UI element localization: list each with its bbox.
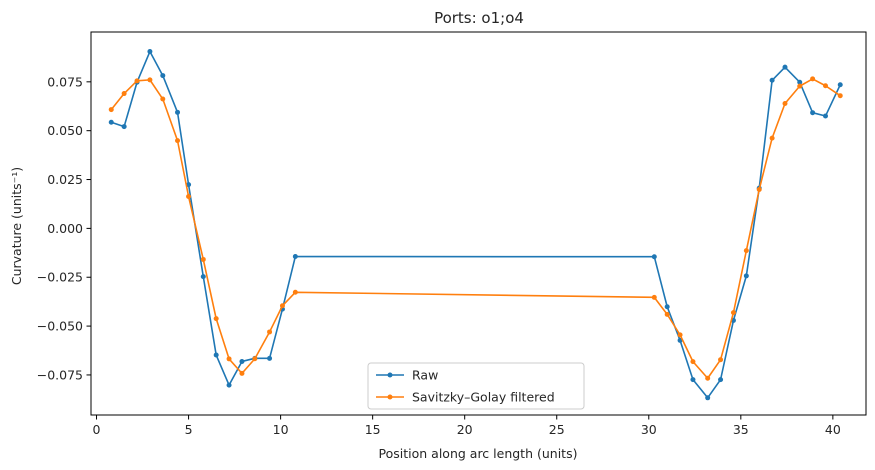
data-point <box>213 352 219 358</box>
legend-label: Raw <box>412 368 438 383</box>
x-tick-label: 5 <box>185 422 193 437</box>
data-point <box>810 76 816 82</box>
data-point <box>160 73 166 79</box>
data-point <box>718 377 724 383</box>
data-point <box>837 82 843 88</box>
x-tick-label: 35 <box>733 422 749 437</box>
series-filtered <box>108 76 843 381</box>
data-point <box>108 119 114 125</box>
data-point <box>186 182 192 188</box>
plot-area <box>108 49 843 401</box>
data-point <box>677 332 683 338</box>
data-point <box>823 83 829 89</box>
x-tick-label: 25 <box>549 422 565 437</box>
data-point <box>160 96 166 102</box>
data-point <box>292 289 298 295</box>
legend-box <box>367 362 585 410</box>
data-point <box>797 83 803 89</box>
data-point <box>147 77 153 83</box>
data-point <box>175 109 181 115</box>
data-point <box>782 64 788 70</box>
y-tick-label: 0.075 <box>47 74 83 89</box>
data-point <box>797 79 803 85</box>
data-point <box>705 395 711 401</box>
x-tick-label: 20 <box>457 422 473 437</box>
x-tick-label: 30 <box>641 422 657 437</box>
data-point <box>200 274 206 280</box>
data-point <box>200 256 206 262</box>
y-tick-label: 0.050 <box>47 123 83 138</box>
y-tick-label: −0.075 <box>37 367 83 382</box>
chart-title: Ports: o1;o4 <box>434 9 524 27</box>
x-tick-label: 10 <box>273 422 289 437</box>
y-tick-label: 0.025 <box>47 172 83 187</box>
data-point <box>267 355 273 361</box>
y-tick-label: 0.000 <box>47 221 83 236</box>
series-line <box>110 50 841 399</box>
data-point <box>810 110 816 116</box>
data-point <box>743 248 749 254</box>
legend-marker <box>387 372 393 378</box>
data-point <box>292 254 298 260</box>
data-point <box>213 316 219 322</box>
data-point <box>756 186 762 192</box>
data-point <box>226 356 232 362</box>
data-point <box>782 101 788 107</box>
data-point <box>147 49 153 55</box>
data-point <box>279 303 285 309</box>
data-point <box>121 91 127 97</box>
data-point <box>239 370 245 376</box>
data-point <box>252 356 258 362</box>
legend-item: Savitzky–Golay filtered <box>376 390 555 405</box>
data-point <box>769 77 775 83</box>
data-point <box>651 294 657 300</box>
legend-marker <box>387 394 393 400</box>
x-axis-label: Position along arc length (units) <box>379 446 578 461</box>
data-point <box>730 310 736 316</box>
data-point <box>823 113 829 119</box>
data-point <box>108 107 114 113</box>
data-point <box>175 138 181 144</box>
data-point <box>226 382 232 388</box>
legend-item: Raw <box>376 368 438 383</box>
data-point <box>267 329 273 335</box>
data-point <box>705 375 711 381</box>
data-point <box>121 124 127 130</box>
y-axis-label: Curvature (units⁻¹) <box>9 167 24 285</box>
data-point <box>690 359 696 365</box>
data-point <box>186 194 192 200</box>
legend: Raw Savitzky–Golay filtered <box>367 362 585 410</box>
x-tick-label: 0 <box>93 422 101 437</box>
data-point <box>664 304 670 310</box>
data-point <box>743 273 749 279</box>
y-tick-label: −0.050 <box>37 319 83 334</box>
x-tick-label: 15 <box>365 422 381 437</box>
x-tick-label: 40 <box>825 422 841 437</box>
legend-label: Savitzky–Golay filtered <box>412 390 555 405</box>
axes: 0 5 10 15 20 25 30 35 40 −0.075 −0.050 −0.025 0.000 0… <box>37 74 841 437</box>
data-point <box>651 254 657 260</box>
data-point <box>718 357 724 363</box>
data-point <box>134 78 140 84</box>
data-point <box>769 135 775 141</box>
data-point <box>239 358 245 364</box>
data-point <box>837 93 843 99</box>
data-point <box>664 311 670 317</box>
plot-frame <box>90 31 867 416</box>
y-tick-label: −0.025 <box>37 270 83 285</box>
series-line <box>110 78 841 380</box>
data-point <box>690 377 696 383</box>
